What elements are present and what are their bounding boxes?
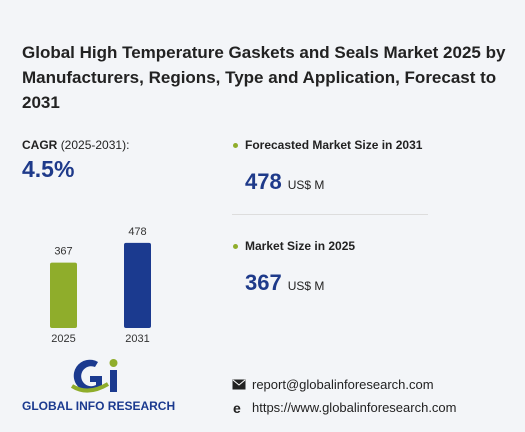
value-label: 478 [128, 226, 146, 238]
email-icon [232, 379, 246, 390]
cagr-period: (2025-2031): [60, 138, 130, 152]
separator [232, 214, 428, 215]
web-icon: e [233, 401, 241, 415]
cagr-name: CAGR [22, 138, 58, 152]
stat-number: 478 [245, 169, 282, 194]
stat-value: 367 US$ M [245, 270, 324, 296]
email-text: report@globalinforesearch.com [252, 377, 434, 392]
title: Global High Temperature Gaskets and Seal… [22, 43, 506, 112]
website: e https://www.globalinforesearch.com [232, 400, 456, 415]
bullet [233, 143, 238, 148]
email: report@globalinforesearch.com [232, 377, 434, 392]
cagr-value: 4.5% [22, 156, 75, 182]
website-text: https://www.globalinforesearch.com [252, 400, 457, 415]
bar [50, 262, 77, 328]
stat-number: 367 [245, 270, 282, 295]
bar [124, 242, 151, 328]
value-label: 367 [54, 246, 72, 258]
svg-text:e: e [233, 401, 241, 415]
stat-unit: US$ M [287, 178, 325, 192]
logo-text: GLOBAL INFO RESEARCH [22, 399, 176, 413]
stat-unit: US$ M [287, 279, 325, 293]
stat-label: Forecasted Market Size in 2031 [245, 138, 423, 152]
bar-chart: 367 2025 478 2031 [50, 226, 151, 345]
stat-value: 478 US$ M [245, 169, 324, 195]
category-label: 2025 [51, 333, 75, 345]
bullet [233, 244, 238, 249]
logo-mark [70, 359, 118, 393]
stat-label: Market Size in 2025 [245, 239, 356, 253]
category-label: 2031 [125, 333, 149, 345]
cagr-label: CAGR (2025-2031): [22, 138, 129, 152]
